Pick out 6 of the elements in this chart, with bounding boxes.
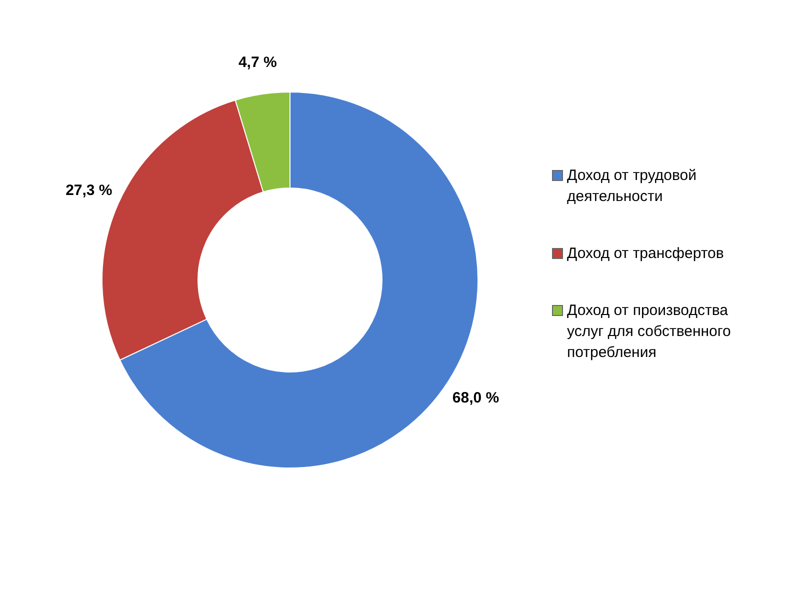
data-label: 4,7 % xyxy=(238,54,277,71)
data-label: 68,0 % xyxy=(452,389,500,406)
data-label: 27,3 % xyxy=(66,182,112,200)
legend-label: Доход от трудовой деятельности xyxy=(567,166,698,207)
legend-label: Доход от трансфертов xyxy=(567,244,724,264)
legend-label: Доход от производства услуг для собственного потребления xyxy=(567,301,732,363)
